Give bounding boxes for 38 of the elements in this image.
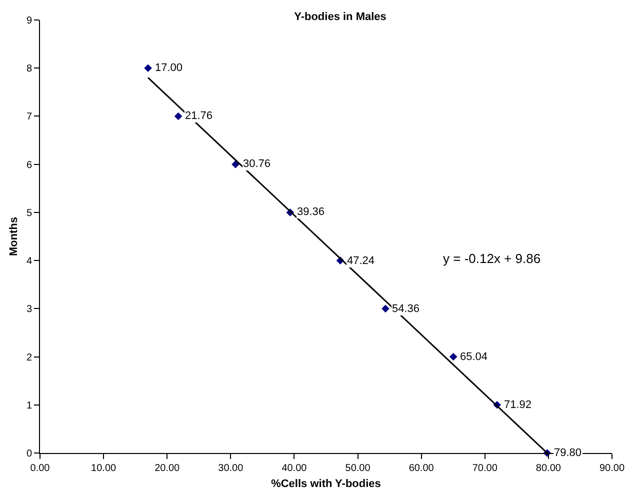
point xyxy=(174,112,182,120)
y-tick-label: 7 xyxy=(26,112,32,123)
x-tick-label: 70.00 xyxy=(472,463,498,474)
y-tick-label: 2 xyxy=(26,352,32,364)
y-tick-label: 4 xyxy=(26,256,32,268)
annotation: 79.80 xyxy=(554,447,582,459)
point xyxy=(144,64,152,72)
y-tick-label: 8 xyxy=(26,64,32,75)
x-tick-label: 40.00 xyxy=(282,463,308,474)
annotation: 30.76 xyxy=(243,158,271,170)
point xyxy=(382,304,390,313)
y-tick-label: 9 xyxy=(26,16,32,26)
y-tick-label: 6 xyxy=(26,160,32,171)
annotation: 65.04 xyxy=(460,351,488,363)
x-tick-label: 20.00 xyxy=(154,463,180,474)
x-tick-label: 80.00 xyxy=(536,463,562,474)
y-tick-label: 1 xyxy=(26,400,32,412)
y-tick-label: 0 xyxy=(26,448,32,460)
annotation: 39.36 xyxy=(297,206,325,218)
point xyxy=(449,352,458,361)
y-tick-label: 5 xyxy=(26,208,32,219)
annotation: y = -0.12x + 9.86 xyxy=(443,251,541,266)
x-tick-label: 60.00 xyxy=(408,463,434,474)
point xyxy=(232,160,240,168)
x-tick-label: 0.00 xyxy=(30,463,50,474)
annotation: 54.36 xyxy=(392,303,420,315)
x-tick-label: 10.00 xyxy=(91,463,117,474)
annotation: 21.76 xyxy=(185,110,213,122)
annotation: 47.24 xyxy=(347,255,375,267)
y-tick-label: 3 xyxy=(26,304,32,316)
chart-title: Y-bodies in Males xyxy=(294,11,386,24)
annotation: 71.92 xyxy=(504,399,532,411)
x-tick-label: 50.00 xyxy=(345,463,371,474)
annotation: 17.00 xyxy=(155,62,183,74)
x-axis-title: %Cells with Y-bodies xyxy=(271,478,381,490)
x-tick-label: 30.00 xyxy=(218,463,244,474)
x-tick-label: 90.00 xyxy=(599,463,625,474)
y-axis-title: Months xyxy=(8,216,20,256)
